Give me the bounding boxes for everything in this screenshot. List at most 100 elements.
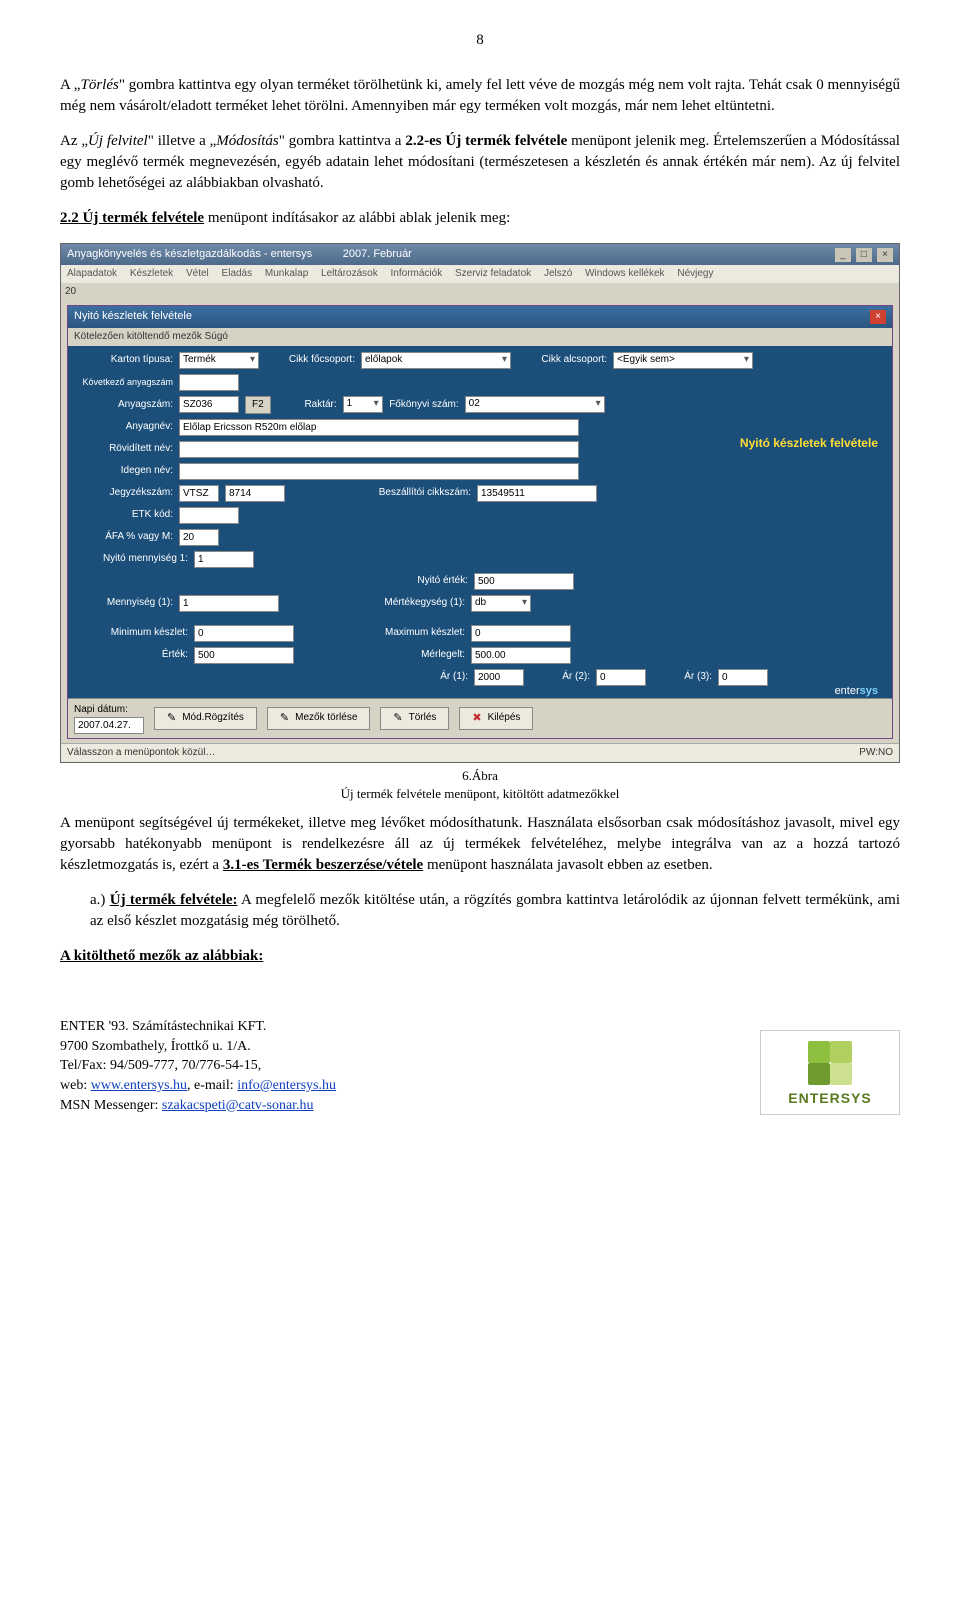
link-email[interactable]: info@entersys.hu (237, 1078, 336, 1093)
text: MSN Messenger: (60, 1098, 162, 1113)
btn-label: Törlés (409, 711, 437, 725)
page-number: 8 (60, 30, 900, 51)
menu-item[interactable]: Alapadatok (67, 268, 117, 279)
input-anyagnev[interactable]: Előlap Ericsson R520m előlap (179, 419, 579, 436)
input-maxk[interactable]: 0 (471, 625, 571, 642)
bottom-bar: Napi dátum: 2007.04.27. ✎Mód.Rögzítés ✎M… (68, 698, 892, 738)
select-me1[interactable]: db (471, 595, 531, 612)
inner-menubar[interactable]: Kötelezően kitöltendő mezők Súgó (68, 328, 892, 346)
footer-line: ENTER '93. Számítástechnikai KFT. (60, 1017, 336, 1037)
side-label: Nyitó készletek felvétele (740, 436, 878, 452)
footer: ENTER '93. Számítástechnikai KFT. 9700 S… (60, 1017, 900, 1115)
footer-logo: ENTERSYS (760, 1030, 900, 1116)
brand-b: sys (860, 685, 878, 697)
exit-icon: ✖ (472, 711, 481, 726)
input-rovid[interactable] (179, 441, 579, 458)
input-jegyzek-b[interactable]: 8714 (225, 485, 285, 502)
select-raktar[interactable]: 1 (343, 396, 383, 413)
input-nyitom[interactable]: 1 (194, 551, 254, 568)
label-maxk: Maximum készlet: (300, 626, 465, 640)
minimize-button[interactable]: _ (835, 248, 851, 262)
inner-window: Nyitó készletek felvétele × Kötelezően k… (67, 305, 893, 738)
figure-caption: 6.Ábra Új termék felvétele menüpont, kit… (60, 767, 900, 803)
input-mink[interactable]: 0 (194, 625, 294, 642)
inner-title-text: Nyitó készletek felvétele (74, 309, 192, 324)
outer-title: Anyagkönyvelés és készletgazdálkodás - e… (67, 247, 412, 262)
input-nyitoe[interactable]: 500 (474, 573, 574, 590)
menu-item[interactable]: Munkalap (265, 268, 308, 279)
label-ar1: Ár (1): (78, 670, 468, 684)
text: " illetve a „ (148, 133, 217, 149)
input-etk[interactable] (179, 507, 239, 524)
menu-item[interactable]: Vétel (186, 268, 209, 279)
logo-text: ENTERSYS (767, 1089, 893, 1109)
outer-menubar: Alapadatok Készletek Vétel Eladás Munkal… (61, 265, 899, 283)
menu-item[interactable]: Információk (391, 268, 443, 279)
button-f2[interactable]: F2 (245, 396, 271, 414)
label-idegen: Idegen név: (78, 464, 173, 478)
input-merleg[interactable]: 500.00 (471, 647, 571, 664)
btn-label: Kilépés (488, 711, 521, 725)
delete-icon: ✎ (393, 711, 402, 726)
paragraph-2: Az „Új felvitel" illetve a „Módosítás" g… (60, 131, 900, 194)
input-menny1[interactable]: 1 (179, 595, 279, 612)
menu-item[interactable]: Névjegy (677, 268, 713, 279)
text-emph: 3.1-es Termék beszerzése/vétele (223, 857, 423, 873)
button-mezok-torlese[interactable]: ✎Mezők törlése (267, 707, 370, 730)
input-beszall[interactable]: 13549511 (477, 485, 597, 502)
date-wrap: Napi dátum: 2007.04.27. (74, 703, 144, 734)
select-karton[interactable]: Termék (179, 352, 259, 369)
clear-icon: ✎ (280, 711, 289, 726)
label-ar3: Ár (3): (652, 670, 712, 684)
label-napi: Napi dátum: (74, 703, 144, 717)
input-kovetkezo[interactable] (179, 374, 239, 391)
menu-item[interactable]: Jelszó (544, 268, 572, 279)
menu-item[interactable]: Windows kellékek (585, 268, 664, 279)
paragraph-1: A „Törlés" gombra kattintva egy olyan te… (60, 75, 900, 117)
input-date[interactable]: 2007.04.27. (74, 717, 144, 734)
button-rogzites[interactable]: ✎Mód.Rögzítés (154, 707, 257, 730)
window-controls: _ □ × (833, 247, 893, 262)
text: menüpont használata javasolt ebben az es… (423, 857, 712, 873)
text: Az „ (60, 133, 88, 149)
text: " gombra kattintva a (279, 133, 406, 149)
text: A „ (60, 77, 80, 93)
label-karton: Karton típusa: (78, 353, 173, 367)
select-cikkfo[interactable]: előlapok (361, 352, 511, 369)
text-italic: Új felvitel (88, 133, 148, 149)
text-italic: Módosítás (216, 133, 279, 149)
status-left: Válasszon a menüpontok közül… (67, 746, 215, 760)
btn-label: Mód.Rögzítés (182, 711, 244, 725)
label-beszall: Beszállítói cikkszám: (291, 486, 471, 500)
input-idegen[interactable] (179, 463, 579, 480)
caption-num: 6.Ábra (462, 768, 498, 783)
menu-item[interactable]: Szerviz feladatok (455, 268, 531, 279)
input-ar2[interactable]: 0 (596, 669, 646, 686)
inner-close-button[interactable]: × (870, 310, 886, 324)
maximize-button[interactable]: □ (856, 248, 872, 262)
close-button[interactable]: × (877, 248, 893, 262)
button-kilepes[interactable]: ✖ Kilépés (459, 707, 533, 730)
input-afa[interactable]: 20 (179, 529, 219, 546)
menu-item[interactable]: Leltározások (321, 268, 378, 279)
select-cikkal[interactable]: <Egyik sem> (613, 352, 753, 369)
menu-item[interactable]: Készletek (130, 268, 173, 279)
link-msn[interactable]: szakacspeti@catv-sonar.hu (162, 1098, 314, 1113)
input-ertek[interactable]: 500 (194, 647, 294, 664)
menu-item[interactable]: Eladás (222, 268, 253, 279)
select-fokonyv[interactable]: 02 (465, 396, 605, 413)
input-ar1[interactable]: 2000 (474, 669, 524, 686)
label-nyitom: Nyitó mennyiség 1: (78, 552, 188, 566)
input-anyagszam[interactable]: SZ036 (179, 396, 239, 413)
title-text: Anyagkönyvelés és készletgazdálkodás - e… (67, 248, 312, 260)
input-jegyzek-a[interactable]: VTSZ (179, 485, 219, 502)
input-ar3[interactable]: 0 (718, 669, 768, 686)
link-web[interactable]: www.entersys.hu (91, 1078, 187, 1093)
label-ar2: Ár (2): (530, 670, 590, 684)
footer-line: MSN Messenger: szakacspeti@catv-sonar.hu (60, 1096, 336, 1116)
brand-label: entersys (835, 684, 878, 699)
button-torles[interactable]: ✎ Törlés (380, 707, 449, 730)
footer-line: Tel/Fax: 94/509-777, 70/776-54-15, (60, 1056, 336, 1076)
status-right: PW:NO (859, 746, 893, 760)
label-cikkfo: Cikk főcsoport: (265, 353, 355, 367)
